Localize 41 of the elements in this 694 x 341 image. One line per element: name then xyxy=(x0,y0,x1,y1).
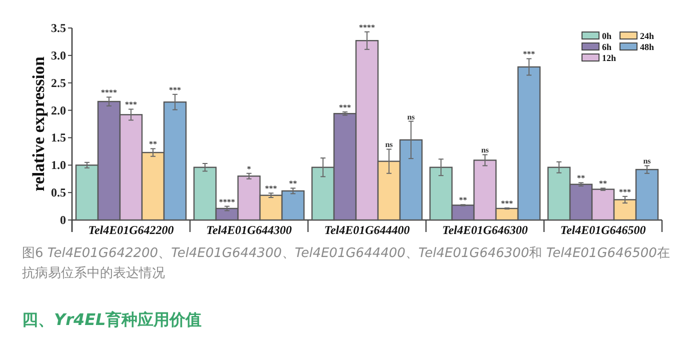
legend-label: 6h xyxy=(602,42,612,52)
data-label: **** xyxy=(359,22,375,32)
data-label: ** xyxy=(289,179,297,188)
x-tick-label: Tel4E01G644400 xyxy=(324,223,410,237)
y-tick-label: 2.0 xyxy=(51,103,66,118)
data-label: **** xyxy=(101,88,117,98)
y-tick-label: 1.5 xyxy=(51,130,66,145)
x-tick-label: Tel4E01G642200 xyxy=(88,223,174,237)
data-label: *** xyxy=(501,198,513,208)
data-label: ** xyxy=(577,174,585,183)
data-label: *** xyxy=(619,187,631,196)
data-label: *** xyxy=(125,100,137,110)
x-tick-label: Tel4E01G646300 xyxy=(442,223,528,237)
y-tick-label: 1.0 xyxy=(51,158,66,172)
x-tick-label: Tel4E01G646500 xyxy=(560,223,646,237)
data-label: **** xyxy=(219,197,235,206)
data-label: *** xyxy=(265,184,277,194)
y-tick-label: 0.5 xyxy=(51,186,66,200)
data-label: *** xyxy=(169,85,181,94)
y-tick-label: 3.5 xyxy=(51,21,66,35)
data-label: ** xyxy=(149,140,157,149)
y-tick-label: 0 xyxy=(60,213,66,227)
text: 四、Yr4EL育种应用价值 xyxy=(22,310,202,329)
data-label: *** xyxy=(523,50,535,59)
data-label: ns xyxy=(407,112,415,122)
data-label: ns xyxy=(643,156,651,166)
y-tick-label: 3.0 xyxy=(51,48,66,62)
data-label: *** xyxy=(339,102,351,112)
text: 图6 Tel4E01G642200、Tel4E01G644300、Tel4E01G644400、Tel4E01G646300和 Tel4E01G646500在抗病易位系中的表达情况 xyxy=(22,246,670,281)
data-label: ns xyxy=(385,140,393,150)
y-tick-label: 2.5 xyxy=(51,76,66,90)
legend-label: 0h xyxy=(602,31,612,41)
legend-label: 12h xyxy=(602,53,616,63)
legend-label: 48h xyxy=(640,42,654,52)
data-label: * xyxy=(247,164,251,174)
data-label: ** xyxy=(599,179,607,188)
legend-label: 24h xyxy=(640,31,654,41)
data-label: ns xyxy=(481,146,489,155)
data-label: ** xyxy=(459,196,467,205)
x-tick-label: Tel4E01G644300 xyxy=(206,223,292,237)
y-axis-title: relative expression xyxy=(29,56,48,192)
